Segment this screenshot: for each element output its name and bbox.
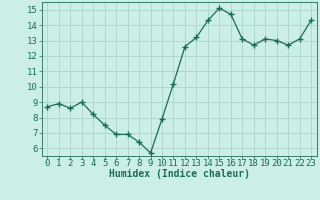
X-axis label: Humidex (Indice chaleur): Humidex (Indice chaleur) [109, 169, 250, 179]
